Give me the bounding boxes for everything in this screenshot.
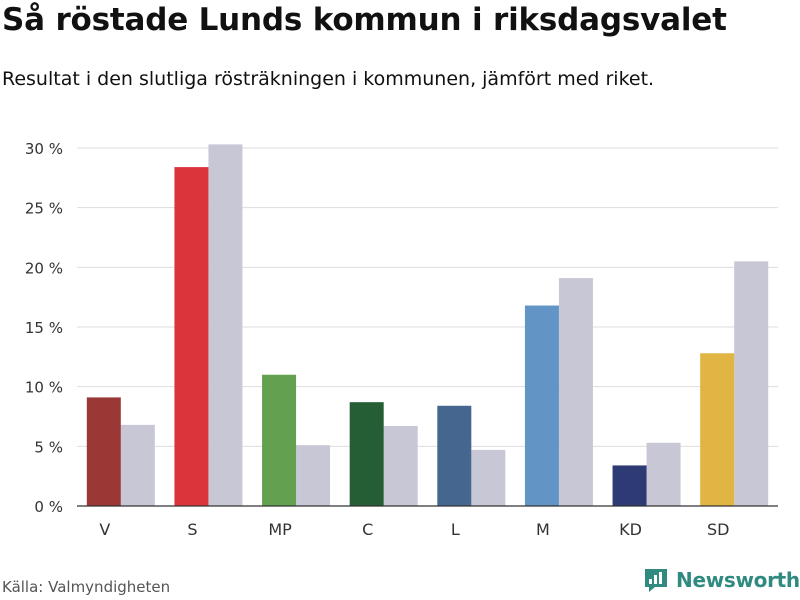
y-tick-label: 20 % — [25, 259, 63, 277]
bar-riket-kd — [646, 442, 681, 506]
bar-riket-m — [558, 278, 593, 506]
y-tick-label: 10 % — [25, 379, 63, 397]
bar-riket-mp — [296, 445, 331, 506]
bar-riket-c — [383, 426, 418, 506]
bar-riket-s — [208, 144, 243, 507]
bar-kommun-l — [437, 405, 472, 506]
x-tick-label: V — [99, 520, 110, 539]
bar-kommun-c — [349, 402, 384, 506]
bar-kommun-mp — [262, 374, 297, 506]
bar-riket-sd — [734, 261, 769, 506]
bar-kommun-kd — [612, 465, 647, 506]
x-tick-label: MP — [268, 520, 292, 539]
chart-title: Så röstade Lunds kommun i riksdagsvalet — [2, 2, 727, 38]
x-tick-label: SD — [707, 520, 729, 539]
bar-chart-icon — [645, 569, 667, 592]
y-tick-label: 15 % — [25, 319, 63, 337]
bar-chart: 0 % 5 % 10 % 15 % 20 % 25 % 30 % V S MP C L M KD SD — [25, 140, 778, 539]
brand-name: Newsworthy — [676, 568, 800, 592]
y-tick-label: 25 % — [25, 200, 63, 218]
bar-kommun-sd — [700, 353, 735, 506]
bar-riket-l — [471, 449, 506, 506]
x-tick-label: M — [536, 520, 550, 539]
bar-kommun-v — [86, 397, 121, 506]
bar-kommun-m — [524, 305, 559, 506]
x-tick-label: L — [451, 520, 460, 539]
x-tick-label: C — [362, 520, 373, 539]
y-tick-label: 0 % — [34, 498, 63, 516]
x-tick-label: KD — [619, 520, 642, 539]
x-tick-label: S — [187, 520, 197, 539]
y-tick-label: 30 % — [25, 140, 63, 158]
bar-riket-v — [120, 424, 155, 506]
bar-kommun-s — [174, 167, 209, 507]
source-note: Källa: Valmyndigheten — [2, 578, 171, 596]
y-tick-label: 5 % — [34, 438, 63, 456]
brand-logo: Newsworthy — [643, 567, 800, 593]
chart-subtitle: Resultat i den slutliga rösträkningen i … — [2, 68, 655, 90]
